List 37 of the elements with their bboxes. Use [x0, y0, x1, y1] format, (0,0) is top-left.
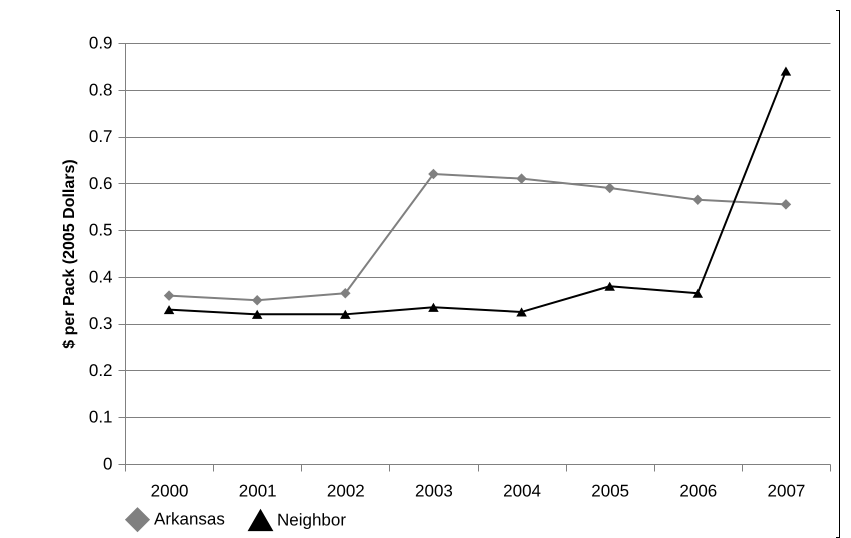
- x-tick-label: 2003: [415, 482, 453, 500]
- y-tick-label: 0.1: [88, 408, 112, 427]
- point: [428, 168, 439, 180]
- point: [252, 310, 262, 319]
- y-tick-label: 0: [103, 454, 112, 474]
- point: [164, 305, 174, 314]
- point: [780, 66, 792, 76]
- x-tick-label: 2000: [150, 482, 188, 500]
- y-axis-title: $ per Pack (2005 Dollars): [60, 159, 78, 349]
- point: [428, 302, 439, 312]
- point: [692, 288, 704, 298]
- point: [252, 295, 262, 306]
- point: [340, 310, 351, 319]
- point: [164, 290, 174, 301]
- y-tick-label: 0.7: [88, 127, 112, 146]
- point: [692, 194, 704, 205]
- y-tick-label: 0.3: [88, 314, 112, 334]
- legend-label: Arkansas: [154, 510, 225, 529]
- y-tick-label: 0.5: [88, 220, 112, 240]
- point: [780, 199, 792, 210]
- x-tick-label: 2004: [503, 482, 541, 500]
- y-tick-label: 0.8: [88, 80, 112, 100]
- point: [604, 182, 615, 194]
- y-tick-label: 0.6: [88, 174, 112, 193]
- y-tick-label: 0.2: [88, 360, 112, 380]
- point: [604, 282, 615, 291]
- point: [340, 288, 351, 299]
- point: [516, 307, 527, 317]
- y-tick-label: 0.4: [88, 267, 112, 286]
- y-tick-label: 0.9: [88, 34, 112, 52]
- x-tick-label: 2002: [326, 482, 365, 500]
- x-tick-label: 2006: [679, 482, 718, 500]
- point: [516, 173, 527, 184]
- x-tick-label: 2007: [768, 482, 806, 500]
- x-tick-label: 2005: [591, 482, 630, 500]
- legend-label: Neighbor: [277, 510, 346, 530]
- x-tick-label: 2001: [238, 482, 277, 500]
